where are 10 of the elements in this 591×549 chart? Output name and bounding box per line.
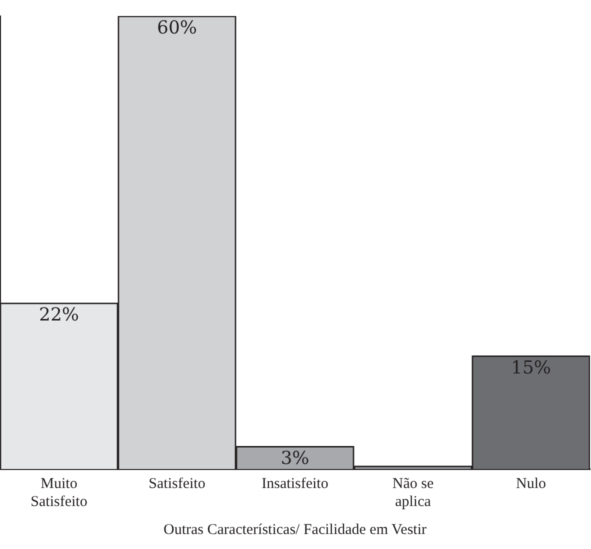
x-tick-label: Satisfeito: [148, 476, 206, 492]
x-tick-label: Não se aplica: [392, 476, 434, 510]
data-label: 22%: [38, 304, 80, 326]
x-tick-label: Insatisfeito: [262, 476, 328, 492]
data-label: 15%: [510, 357, 552, 378]
x-axis-title: Outras Características/ Facilidade em Vestir: [164, 522, 426, 538]
x-tick-label: Nulo: [516, 476, 546, 492]
x-tick-label: Muito Satisfeito: [30, 476, 88, 510]
data-label: 3%: [280, 448, 310, 470]
data-label: 60%: [156, 18, 198, 39]
